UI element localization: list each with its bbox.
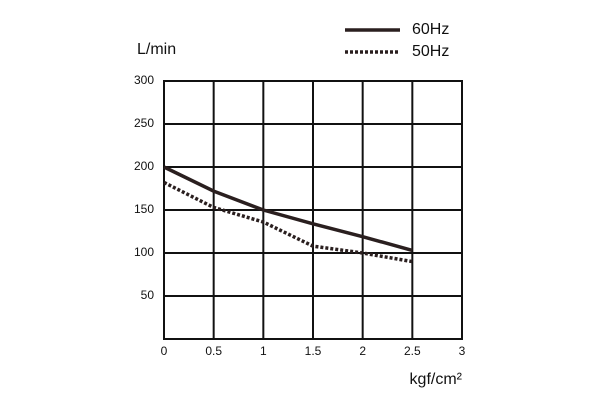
y-tick-label: 50 bbox=[141, 288, 155, 302]
x-tick-label: 0 bbox=[161, 344, 168, 358]
y-tick-label: 150 bbox=[134, 202, 154, 216]
x-tick-label: 1 bbox=[260, 344, 267, 358]
x-tick-label: 2 bbox=[359, 344, 366, 358]
y-axis-label: L/min bbox=[137, 41, 176, 58]
y-tick-label: 200 bbox=[134, 159, 154, 173]
x-tick-label: 0.5 bbox=[205, 344, 222, 358]
series-line bbox=[163, 180, 413, 264]
x-axis-label: kgf/cm² bbox=[410, 371, 463, 388]
y-tick-label: 250 bbox=[134, 116, 154, 130]
x-tick-label: 2.5 bbox=[404, 344, 421, 358]
x-tick-label: 3 bbox=[459, 344, 466, 358]
y-tick-label: 300 bbox=[134, 73, 154, 87]
x-tick-label: 1.5 bbox=[305, 344, 322, 358]
legend-label: 50Hz bbox=[412, 43, 449, 60]
y-tick-label: 100 bbox=[134, 245, 154, 259]
legend-label: 60Hz bbox=[412, 21, 449, 38]
series-line bbox=[163, 165, 413, 253]
